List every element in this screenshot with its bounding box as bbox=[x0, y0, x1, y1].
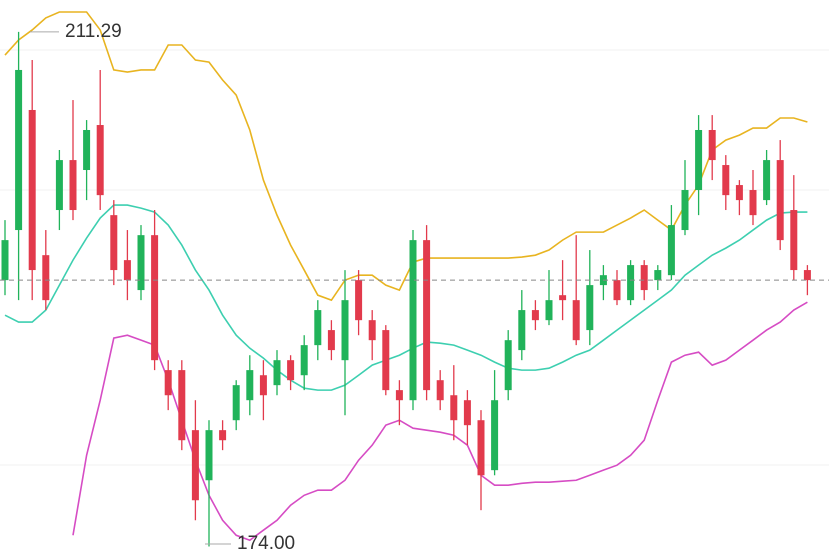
candle-body bbox=[205, 430, 213, 481]
candle-body bbox=[164, 370, 172, 396]
candle-body bbox=[627, 265, 635, 301]
candle-body bbox=[491, 400, 499, 471]
candle-body bbox=[504, 340, 512, 391]
candle-body bbox=[259, 375, 267, 396]
candle-body bbox=[355, 280, 363, 321]
candle-body bbox=[28, 109, 36, 271]
candle-body bbox=[654, 270, 662, 281]
candle-body bbox=[287, 360, 295, 381]
candle-body bbox=[300, 345, 308, 376]
candle-body bbox=[15, 69, 23, 231]
candle-body bbox=[613, 280, 621, 301]
candle-body bbox=[55, 160, 63, 211]
annotation-label: 211.29 bbox=[65, 21, 122, 42]
candle-body bbox=[219, 430, 227, 441]
candle-body bbox=[436, 380, 444, 401]
candle-body bbox=[423, 240, 431, 391]
candle-body bbox=[708, 129, 716, 161]
candle-body bbox=[409, 240, 417, 401]
candle-body bbox=[314, 310, 322, 346]
candle-body bbox=[1, 240, 9, 281]
candle-body bbox=[137, 235, 145, 291]
candle-body bbox=[191, 430, 199, 501]
candle-body bbox=[450, 395, 458, 421]
candle-body bbox=[368, 320, 376, 341]
candle-body bbox=[83, 129, 91, 171]
candle-body bbox=[749, 190, 757, 216]
candle-body bbox=[790, 210, 798, 271]
band-line bbox=[4, 204, 808, 391]
candle-body bbox=[572, 300, 580, 341]
candle-body bbox=[395, 390, 403, 401]
candle-body bbox=[96, 125, 104, 196]
candle-body bbox=[341, 300, 349, 361]
candle-body bbox=[640, 265, 648, 291]
candle-body bbox=[776, 160, 784, 241]
candle-body bbox=[151, 235, 159, 361]
candle-body bbox=[232, 385, 240, 421]
candle-body bbox=[327, 330, 335, 351]
candle-body bbox=[586, 285, 594, 331]
candle-body bbox=[559, 295, 567, 301]
candle-body bbox=[382, 330, 390, 391]
candle-body bbox=[69, 160, 77, 211]
candle-body bbox=[531, 310, 539, 321]
candle-body bbox=[518, 310, 526, 351]
candle-body bbox=[178, 370, 186, 441]
candle-body bbox=[695, 129, 703, 191]
candle-body bbox=[681, 190, 689, 231]
candle-body bbox=[477, 420, 485, 476]
candle-body bbox=[667, 225, 675, 276]
candle-body bbox=[763, 160, 771, 201]
candle-body bbox=[722, 165, 730, 196]
candle-body bbox=[735, 185, 743, 201]
candle-body bbox=[803, 270, 811, 281]
candle-body bbox=[110, 215, 118, 271]
candle-body bbox=[123, 260, 131, 281]
candle-body bbox=[273, 360, 281, 386]
candle-body bbox=[463, 400, 471, 426]
candle-body bbox=[246, 370, 254, 401]
candle-body bbox=[42, 255, 50, 301]
candle-body bbox=[545, 300, 553, 321]
annotation-label: 174.00 bbox=[237, 533, 295, 552]
